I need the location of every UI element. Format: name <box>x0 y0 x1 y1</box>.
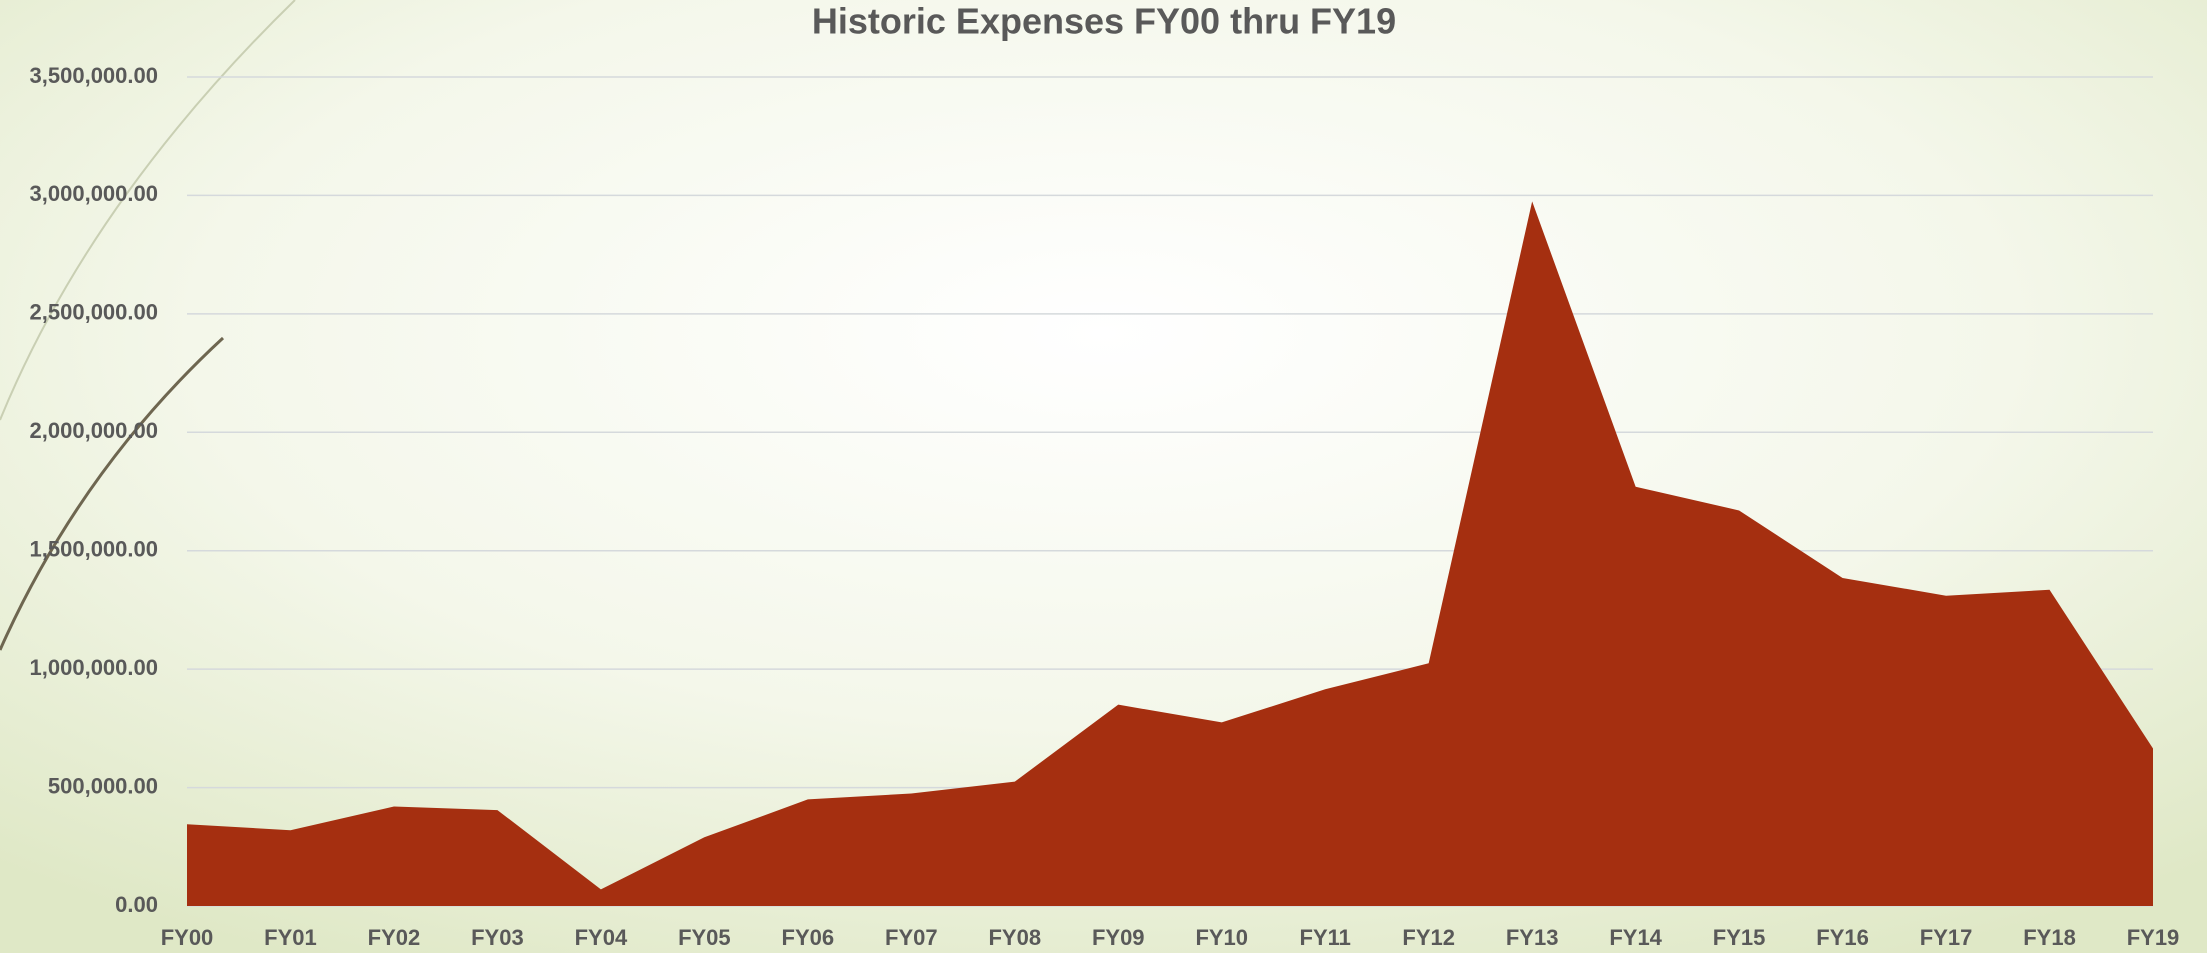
x-tick-label: FY09 <box>1092 925 1145 950</box>
x-tick-label: FY18 <box>2023 925 2076 950</box>
x-tick-label: FY11 <box>1300 925 1351 950</box>
x-tick-label: FY06 <box>782 925 835 950</box>
x-tick-label: FY15 <box>1713 925 1766 950</box>
x-tick-label: FY14 <box>1609 925 1662 950</box>
x-tick-label: FY08 <box>988 925 1041 950</box>
decor-arc <box>0 0 296 421</box>
x-tick-label: FY10 <box>1195 925 1248 950</box>
x-tick-label: FY17 <box>1920 925 1973 950</box>
x-tick-label: FY07 <box>885 925 938 950</box>
x-tick-label: FY04 <box>575 925 628 950</box>
y-tick-label: 1,500,000.00 <box>30 537 158 562</box>
decor-arc <box>0 336 225 651</box>
x-tick-label: FY12 <box>1402 925 1455 950</box>
x-tick-label: FY02 <box>368 925 421 950</box>
x-tick-label: FY03 <box>471 925 524 950</box>
y-tick-label: 3,000,000.00 <box>30 181 158 206</box>
y-tick-label: 0.00 <box>115 892 158 917</box>
x-tick-label: FY05 <box>678 925 731 950</box>
area <box>187 201 2153 907</box>
chart-title: Historic Expenses FY00 thru FY19 <box>812 1 1396 42</box>
x-tick-label: FY19 <box>2127 925 2180 950</box>
x-tick-label: FY16 <box>1816 925 1869 950</box>
y-tick-label: 1,000,000.00 <box>30 655 158 680</box>
x-tick-label: FY13 <box>1506 925 1559 950</box>
y-tick-label: 2,000,000.00 <box>30 418 158 443</box>
y-tick-label: 500,000.00 <box>48 773 158 798</box>
y-tick-label: 2,500,000.00 <box>30 300 158 325</box>
x-tick-label: FY01 <box>264 925 317 950</box>
x-tick-label: FY00 <box>161 925 214 950</box>
y-tick-label: 3,500,000.00 <box>30 63 158 88</box>
